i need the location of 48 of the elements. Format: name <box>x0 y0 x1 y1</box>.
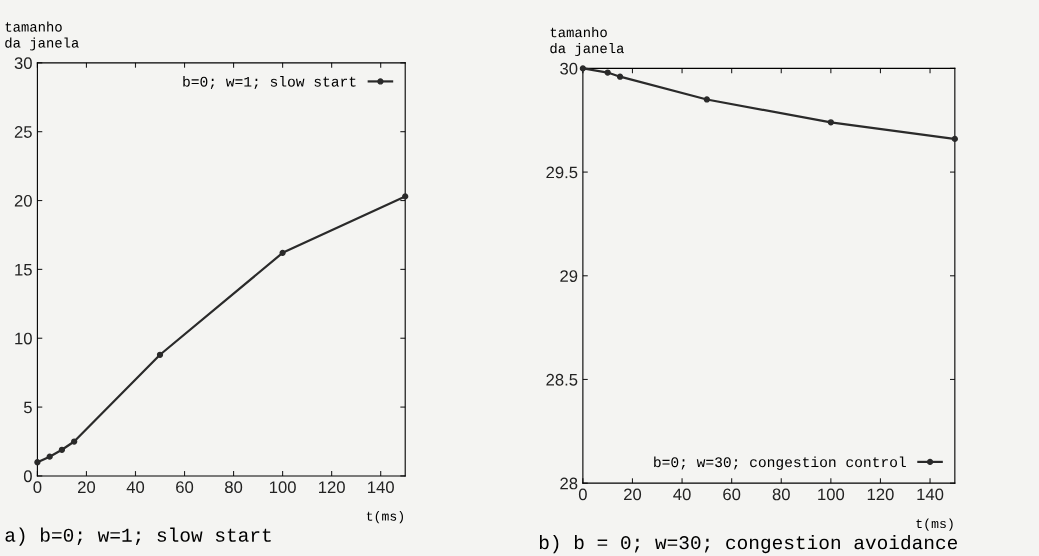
point <box>951 135 958 143</box>
x-tick-label: 100 <box>818 488 845 501</box>
point <box>616 73 624 80</box>
y-tick-label: 30 <box>560 62 578 75</box>
y-tick-label: 29.5 <box>546 166 578 179</box>
y-axis-title: tamanho da janela <box>550 27 624 56</box>
point <box>156 351 164 358</box>
y-tick-label: 25 <box>14 126 32 138</box>
point <box>71 438 78 445</box>
x-tick-label: 60 <box>723 488 741 501</box>
text: a) b=0; w=1; slow start <box>5 527 271 546</box>
point <box>58 446 66 453</box>
legend-label: b=0; w=30; congestion control <box>654 456 906 471</box>
x-tick-label: 140 <box>368 481 394 494</box>
y-tick-label: 28 <box>560 477 578 490</box>
legend-label: b=0; w=1; slow start <box>183 75 356 90</box>
y-tick-label: 10 <box>15 332 32 345</box>
y-tick-label: 5 <box>23 401 32 414</box>
x-axis-title: t(ms) <box>916 518 953 531</box>
x-tick-label: 40 <box>673 488 691 501</box>
x-tick-label: 20 <box>78 481 96 494</box>
point <box>827 119 834 126</box>
y-tick-label: 0 <box>23 470 32 483</box>
point <box>279 249 286 256</box>
point <box>46 453 53 460</box>
point <box>604 69 611 76</box>
point <box>34 459 41 466</box>
x-tick-label: 60 <box>176 481 194 494</box>
text: b) b = 0; w=30; congestion avoidance <box>539 535 958 554</box>
y-tick-label: 30 <box>14 57 32 70</box>
x-tick-label: 120 <box>319 481 345 494</box>
y-tick-label: 20 <box>14 194 32 207</box>
x-tick-label: 40 <box>126 481 145 494</box>
y-tick-label: 15 <box>15 263 32 276</box>
x-tick-label: 80 <box>225 481 243 494</box>
x-tick-label: 80 <box>772 488 790 501</box>
x-axis-title: t(ms) <box>366 511 403 524</box>
x-tick-label: 100 <box>269 481 296 494</box>
x-tick-label: 20 <box>624 488 642 501</box>
point <box>402 193 409 200</box>
point <box>703 96 710 103</box>
x-tick-label: 0 <box>33 481 42 494</box>
y-axis-title: tamanho da janela <box>5 21 79 51</box>
y-tick-label: 29 <box>560 270 578 282</box>
x-tick-label: 120 <box>867 488 894 501</box>
y-tick-label: 28.5 <box>546 373 578 386</box>
x-tick-label: 0 <box>578 488 587 501</box>
x-tick-label: 140 <box>917 488 944 501</box>
